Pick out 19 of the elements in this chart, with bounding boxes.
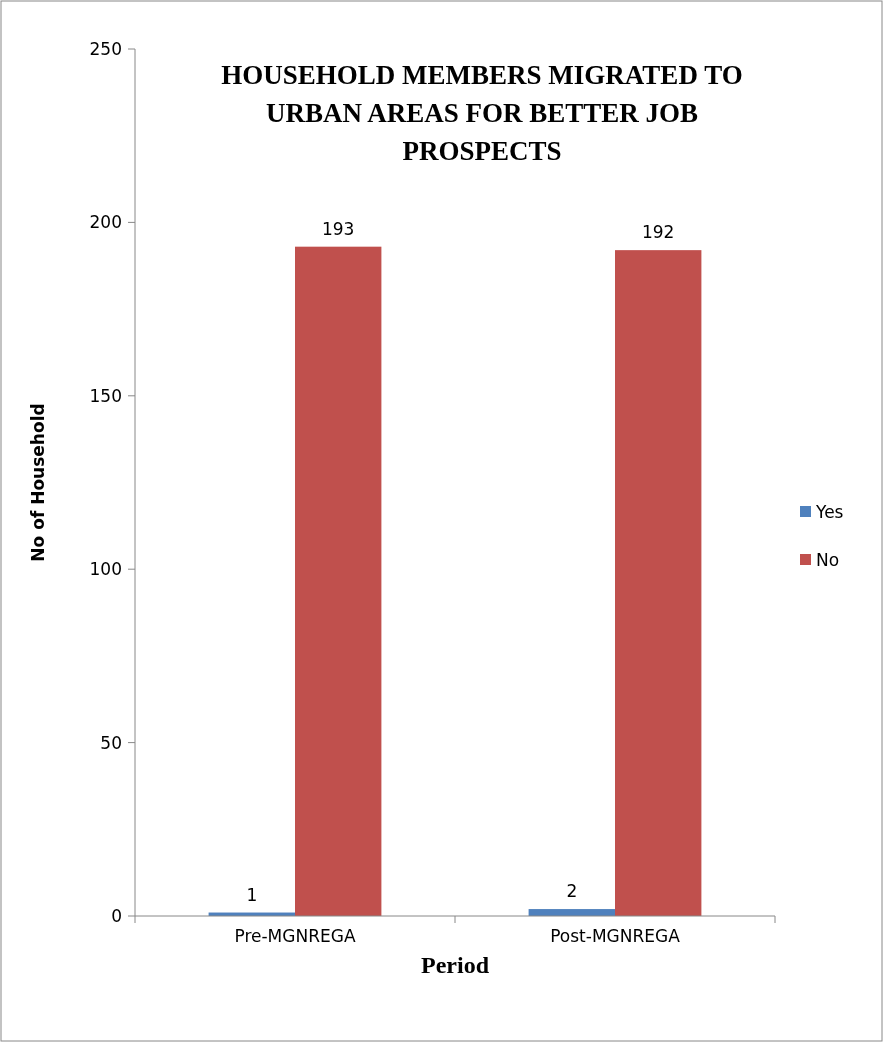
y-tick-label: 200 [89, 212, 122, 233]
legend-label: No [816, 549, 840, 570]
x-axis-title: Period [421, 952, 490, 978]
data-label: 193 [321, 218, 355, 239]
y-tick-label: 250 [89, 38, 122, 59]
bar [295, 246, 382, 916]
y-tick-label: 50 [100, 732, 122, 753]
data-label: 2 [566, 881, 578, 902]
bar [615, 250, 702, 916]
data-label: 1 [246, 884, 258, 905]
text: HOUSEHOLD MEMBERS MIGRATED TO URBAN AREAS FOR BETTER JOB PROSPECTS [221, 60, 743, 166]
legend-label: Yes [815, 501, 844, 522]
x-tick-label: Post-MGNREGA [550, 926, 681, 946]
y-axis-title: No of Household [28, 403, 48, 562]
y-tick-label: 100 [89, 559, 122, 580]
y-tick-label: 150 [89, 385, 122, 406]
data-label: 192 [641, 222, 675, 243]
y-tick-label: 0 [111, 905, 122, 926]
x-tick-label: Pre-MGNREGA [234, 926, 356, 946]
